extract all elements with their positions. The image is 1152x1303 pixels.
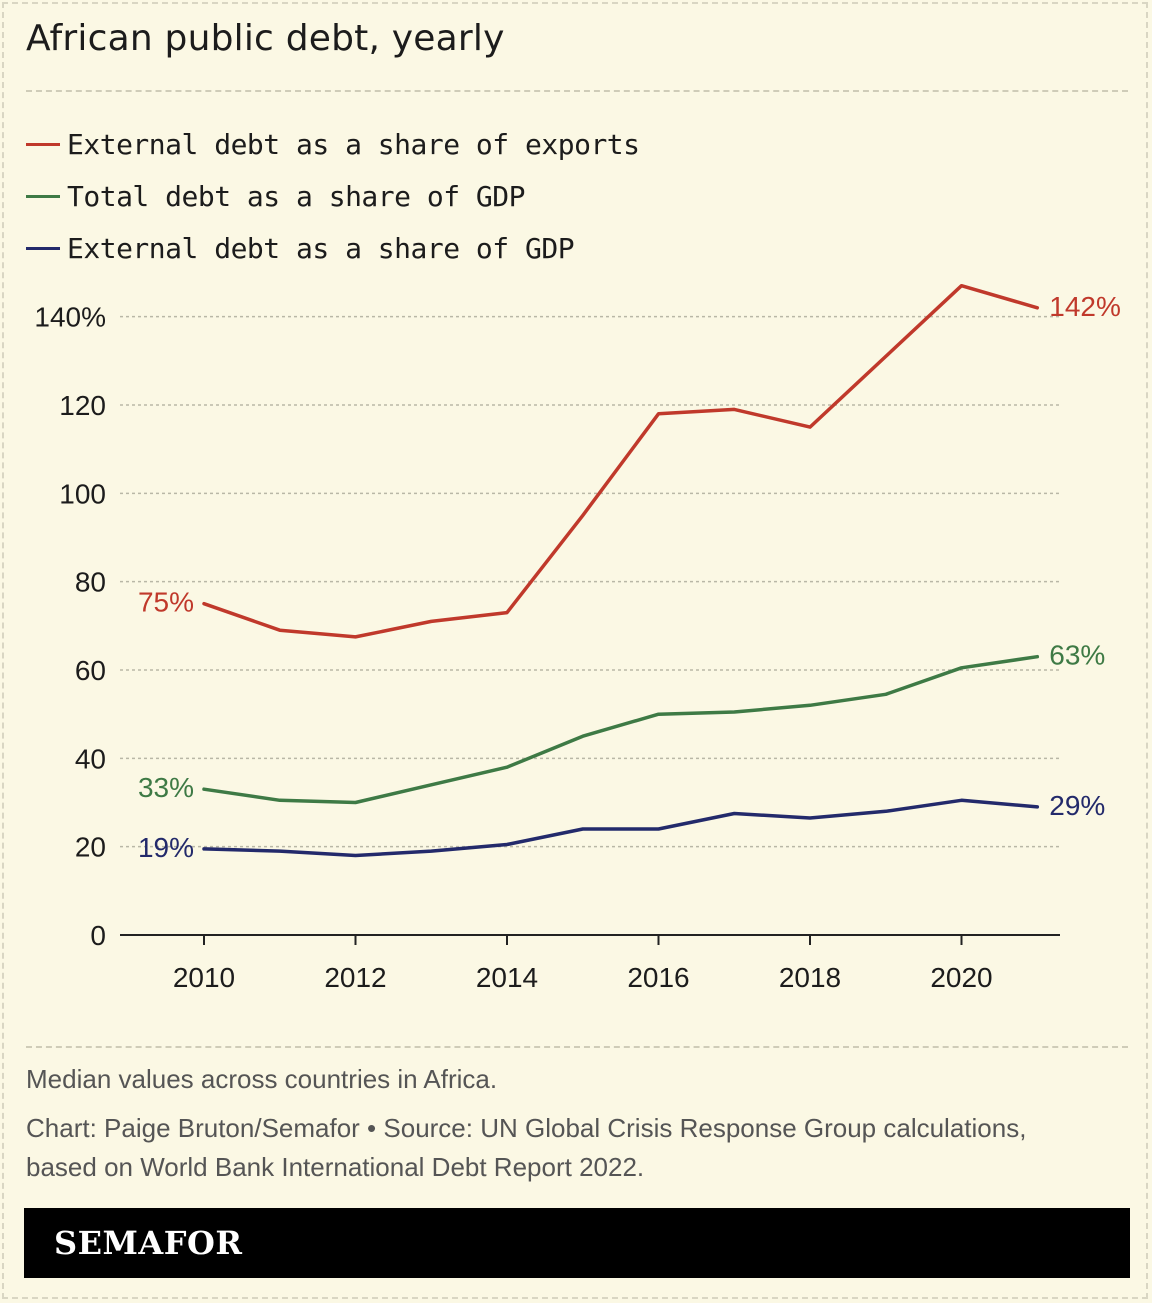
series-start-label: 19% — [138, 832, 194, 863]
y-tick-label: 120 — [59, 390, 106, 421]
y-tick-label: 20 — [75, 832, 106, 863]
title-divider — [26, 90, 1128, 92]
series-start-label: 33% — [138, 772, 194, 803]
legend-label-total-gdp: Total debt as a share of GDP — [67, 179, 526, 213]
credit-line-1: Chart: Paige Bruton/Semafor • Source: UN… — [26, 1113, 1027, 1143]
x-tick-label: 2016 — [627, 962, 689, 993]
footer-bar: SEMAFOR — [24, 1208, 1130, 1278]
legend-item-total-gdp: Total debt as a share of GDP — [26, 170, 640, 222]
notes-divider — [26, 1046, 1128, 1048]
x-tick-label: 2014 — [476, 962, 538, 993]
series-start-label: 75% — [138, 587, 194, 618]
y-tick-label: 140% — [34, 302, 106, 333]
legend: External debt as a share of exports Tota… — [26, 118, 640, 274]
y-tick-label: 80 — [75, 567, 106, 598]
credit-line-2: based on World Bank International Debt R… — [26, 1152, 645, 1182]
semafor-logo: SEMAFOR — [54, 1224, 243, 1262]
x-tick-label: 2018 — [779, 962, 841, 993]
x-tick-label: 2020 — [930, 962, 992, 993]
x-tick-label: 2010 — [173, 962, 235, 993]
y-tick-label: 60 — [75, 655, 106, 686]
legend-swatch-external-gdp — [26, 246, 60, 250]
legend-swatch-total-gdp — [26, 194, 60, 198]
y-tick-label: 40 — [75, 743, 106, 774]
legend-item-external-gdp: External debt as a share of GDP — [26, 222, 640, 274]
series-end-label: 142% — [1049, 291, 1121, 322]
series-end-label: 29% — [1049, 790, 1105, 821]
line-chart: 0 20 40 60 80 100 120 140% 2010 2012 2014 2016 2018 2… — [34, 283, 1121, 993]
series-line — [202, 654, 1040, 805]
chart-title: African public debt, yearly — [26, 18, 505, 59]
median-note: Median values across countries in Africa… — [26, 1064, 498, 1094]
legend-item-exports: External debt as a share of exports — [26, 118, 640, 170]
y-tick-label: 0 — [90, 920, 106, 951]
series-line — [202, 798, 1040, 858]
legend-swatch-exports — [26, 142, 60, 146]
y-tick-label: 100 — [59, 478, 106, 509]
x-tick-label: 2012 — [324, 962, 386, 993]
legend-label-exports: External debt as a share of exports — [67, 127, 640, 161]
series-end-label: 63% — [1049, 640, 1105, 671]
legend-label-external-gdp: External debt as a share of GDP — [67, 231, 575, 265]
series-line — [202, 283, 1040, 639]
